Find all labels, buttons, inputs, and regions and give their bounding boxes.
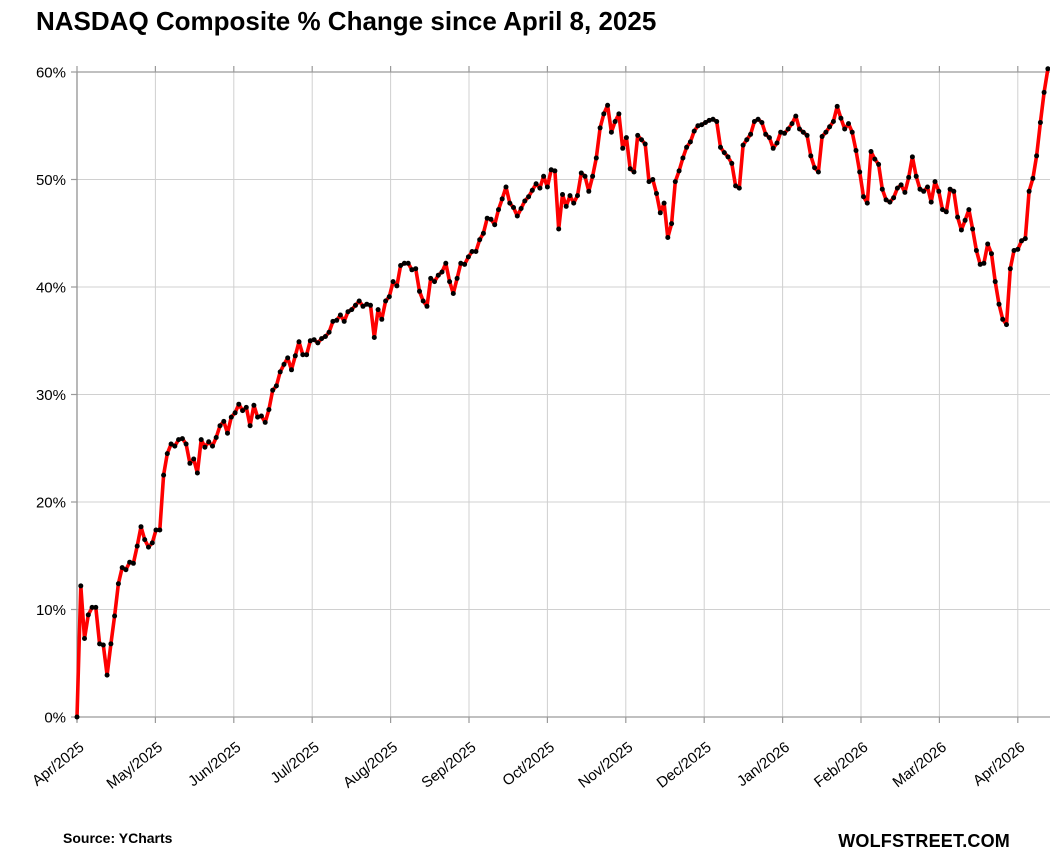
x-tick-label: Jan/2026 xyxy=(734,739,793,790)
x-tick-label: Apr/2025 xyxy=(29,739,87,790)
y-tick-label: 20% xyxy=(36,495,66,512)
y-tick-label: 30% xyxy=(36,387,66,404)
x-tick-label: Oct/2025 xyxy=(499,739,557,790)
x-tick-label: Dec/2025 xyxy=(654,739,715,792)
x-tick-label: Mar/2026 xyxy=(889,739,949,791)
x-tick-label: Apr/2026 xyxy=(970,739,1028,790)
y-tick-label: 40% xyxy=(36,280,66,297)
y-tick-label: 60% xyxy=(36,65,66,82)
source-note: Source: YCharts xyxy=(63,830,173,846)
y-tick-label: 50% xyxy=(36,172,66,189)
x-tick-label: Jul/2025 xyxy=(268,739,323,787)
branding-wolfstreet: WOLFSTREET.COM xyxy=(838,831,1010,851)
y-tick-label: 10% xyxy=(36,602,66,619)
axes xyxy=(71,66,1050,723)
data-point-markers xyxy=(74,66,1050,720)
y-axis-labels: 0% 10% 20% 30% 40% 50% 60% xyxy=(36,65,66,727)
x-tick-label: May/2025 xyxy=(103,739,165,793)
x-tick-label: Nov/2025 xyxy=(575,739,636,792)
x-axis-labels: Apr/2025 May/2025 Jun/2025 Jul/2025 Aug/2025… xyxy=(29,739,1028,793)
gridlines xyxy=(76,71,1050,718)
nasdaq-series-line xyxy=(75,67,1050,719)
x-tick-label: Feb/2026 xyxy=(811,739,871,791)
x-tick-label: Jun/2025 xyxy=(185,739,244,790)
x-tick-label: Aug/2025 xyxy=(340,739,401,792)
y-tick-label: 0% xyxy=(44,710,66,727)
x-tick-label: Sep/2025 xyxy=(418,739,479,792)
chart-title: NASDAQ Composite % Change since April 8,… xyxy=(36,6,657,36)
